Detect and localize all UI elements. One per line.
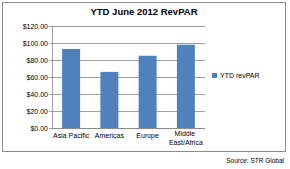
bars xyxy=(62,45,195,128)
legend-swatch xyxy=(212,73,217,78)
x-tick-label: Americas xyxy=(95,132,125,139)
y-tick-label: $80.00 xyxy=(27,57,49,64)
y-tick-label: $100.00 xyxy=(23,40,48,47)
legend-label: YTD revPAR xyxy=(220,72,260,79)
grid-line xyxy=(52,26,205,27)
y-tick xyxy=(49,26,52,27)
y-tick-label: $120.00 xyxy=(23,23,48,30)
bar xyxy=(62,49,80,128)
title: YTD June 2012 RevPAR xyxy=(90,6,197,17)
y-tick-label: $60.00 xyxy=(27,74,49,81)
x-tick-label: Europe xyxy=(136,132,159,140)
y-tick xyxy=(49,60,52,61)
bar xyxy=(139,56,157,128)
x-tick-label: Asia Pacific xyxy=(53,132,90,139)
x-tick-label: Middle East/Africa xyxy=(169,130,203,146)
y-axis xyxy=(52,26,53,128)
bar xyxy=(177,45,195,128)
y-tick xyxy=(49,43,52,44)
y-tick-label: $0.00 xyxy=(30,125,48,132)
x-axis xyxy=(52,128,205,129)
y-tick xyxy=(49,111,52,112)
bar xyxy=(100,72,118,128)
chart: YTD June 2012 RevPAR $0.00 $20.00 $40.00 $60… xyxy=(0,0,290,169)
grid-line xyxy=(52,128,205,129)
y-tick xyxy=(49,77,52,78)
y-tick xyxy=(49,94,52,95)
y-tick-label: $20.00 xyxy=(27,108,49,115)
y-tick-label: $40.00 xyxy=(27,91,49,98)
grid-line xyxy=(52,43,205,44)
chart-frame xyxy=(3,3,286,152)
source: Source: STR Global xyxy=(226,157,284,164)
y-tick xyxy=(49,128,52,129)
